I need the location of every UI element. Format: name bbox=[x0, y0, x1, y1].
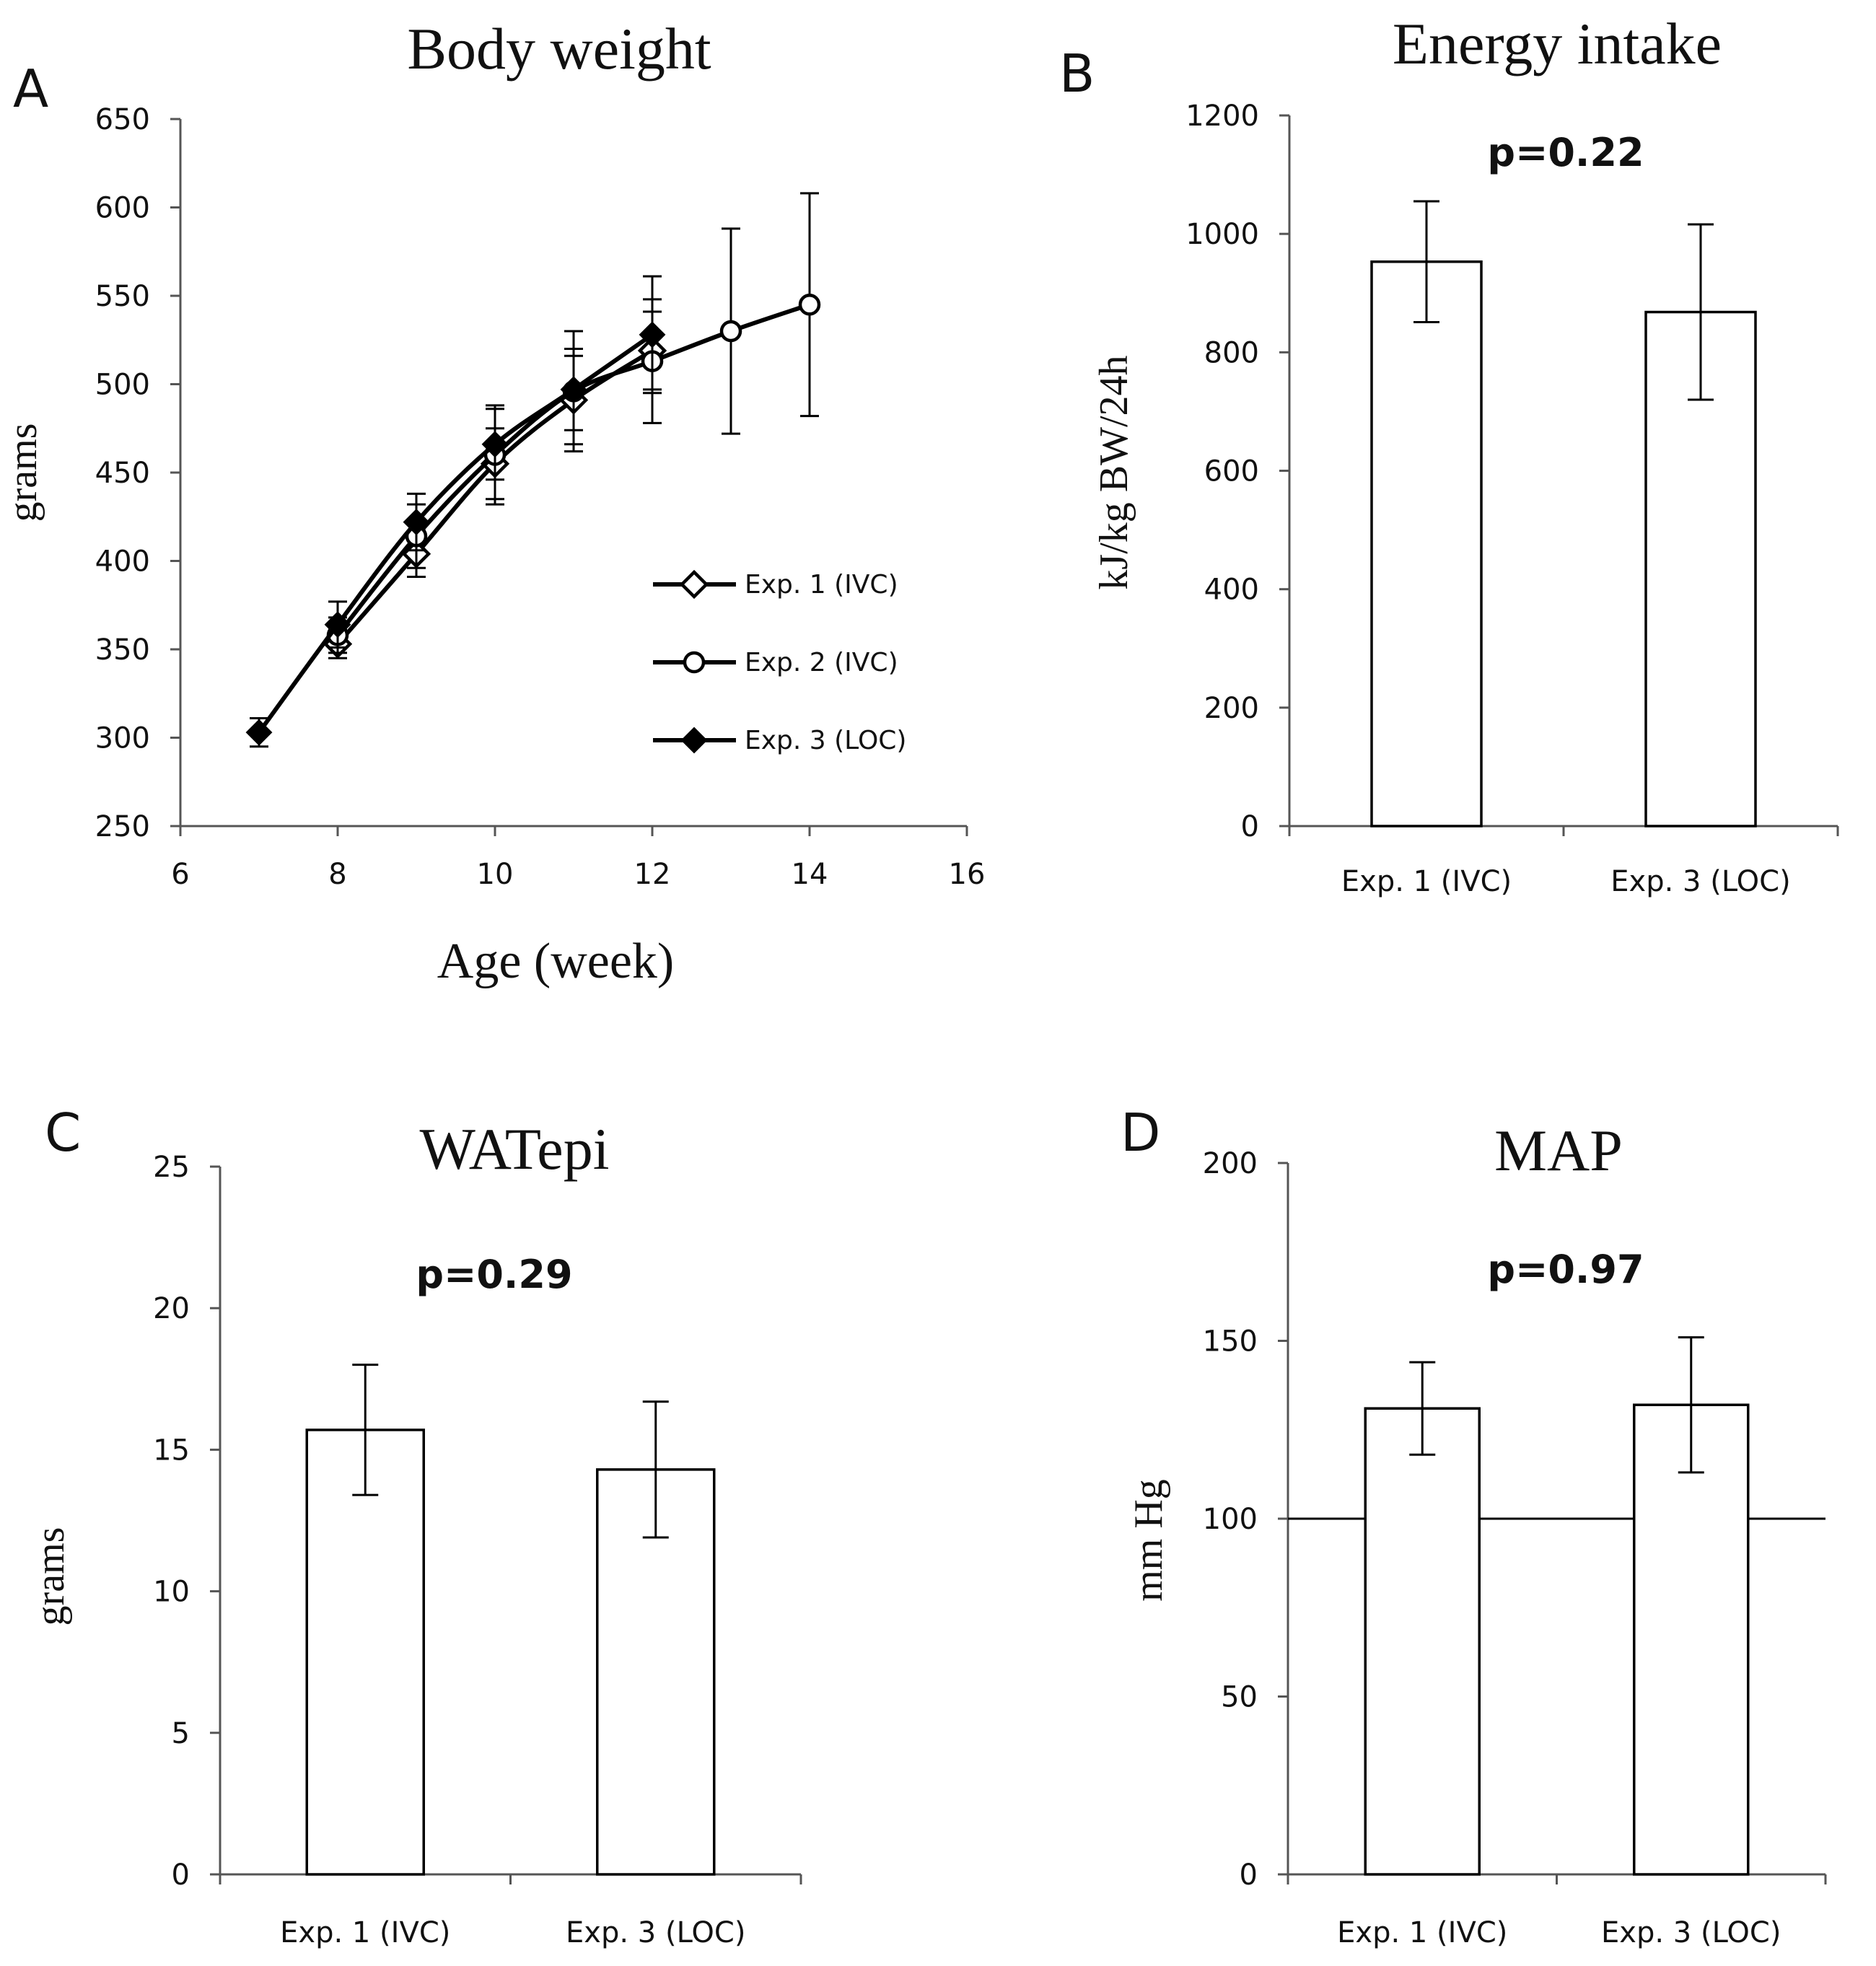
panel-d-title: MAP bbox=[1494, 1118, 1623, 1183]
y-tick-label: 0 bbox=[1240, 1859, 1258, 1892]
data-point bbox=[403, 509, 430, 536]
x-tick-label: 6 bbox=[171, 858, 189, 891]
panel-d-letter: D bbox=[1121, 1102, 1160, 1163]
y-tick-label: 15 bbox=[153, 1434, 190, 1467]
series-3 bbox=[245, 275, 666, 748]
panel-a-y-label: grams bbox=[1, 424, 45, 522]
x-tick-label: 16 bbox=[949, 858, 986, 891]
y-tick-label: 500 bbox=[95, 369, 150, 402]
y-tick-label: 400 bbox=[1204, 574, 1259, 607]
p-value-annotation: p=0.22 bbox=[1487, 130, 1644, 175]
y-tick-label: 650 bbox=[95, 103, 150, 136]
panel-a-letter: A bbox=[13, 58, 48, 119]
data-point bbox=[245, 719, 273, 746]
data-point bbox=[683, 651, 706, 674]
x-tick-label: 8 bbox=[328, 858, 346, 891]
y-tick-label: 1200 bbox=[1185, 100, 1259, 133]
p-value-annotation: p=0.29 bbox=[416, 1252, 572, 1297]
category-label: Exp. 1 (IVC) bbox=[280, 1916, 450, 1949]
p-value-annotation: p=0.97 bbox=[1487, 1247, 1644, 1292]
data-point bbox=[481, 431, 509, 458]
y-tick-label: 800 bbox=[1204, 336, 1259, 369]
y-tick-label: 550 bbox=[95, 280, 150, 313]
data-point bbox=[324, 611, 351, 638]
legend-label: Exp. 3 (LOC) bbox=[745, 726, 906, 755]
y-tick-label: 600 bbox=[95, 192, 150, 225]
y-tick-label: 200 bbox=[1204, 692, 1259, 725]
y-tick-label: 450 bbox=[95, 457, 150, 490]
data-point bbox=[719, 320, 742, 343]
y-tick-label: 200 bbox=[1203, 1147, 1258, 1180]
panel-c-y-label: grams bbox=[28, 1527, 73, 1626]
category-label: Exp. 3 (LOC) bbox=[566, 1916, 745, 1949]
bar bbox=[1364, 1407, 1481, 1876]
panel-b-letter: B bbox=[1059, 43, 1095, 104]
panel-a-legend: Exp. 1 (IVC) Exp. 2 (IVC) Exp. 3 (LOC) bbox=[653, 569, 906, 755]
legend-label: Exp. 1 (IVC) bbox=[745, 570, 898, 600]
y-tick-label: 50 bbox=[1221, 1681, 1258, 1714]
y-tick-label: 300 bbox=[95, 722, 150, 755]
category-label: Exp. 1 (IVC) bbox=[1341, 865, 1512, 898]
y-tick-label: 20 bbox=[153, 1292, 190, 1325]
x-tick-label: 12 bbox=[634, 858, 671, 891]
y-tick-label: 10 bbox=[153, 1576, 190, 1609]
y-tick-label: 600 bbox=[1204, 455, 1259, 488]
data-point bbox=[679, 569, 709, 600]
panel-a-x-label: Age (week) bbox=[437, 934, 674, 989]
bar bbox=[1370, 260, 1483, 828]
panel-a-title: Body weight bbox=[407, 16, 711, 82]
panel-c-letter: C bbox=[45, 1102, 81, 1163]
y-tick-label: 150 bbox=[1203, 1325, 1258, 1359]
panel-a-chart: A Body weight grams Age (week) 250 300 350 400 4… bbox=[1, 16, 985, 989]
bar bbox=[305, 1429, 425, 1876]
data-point bbox=[560, 376, 587, 403]
panel-b-y-label: kJ/kg BW/24h bbox=[1092, 355, 1136, 589]
series-line bbox=[257, 333, 654, 734]
category-label: Exp. 1 (IVC) bbox=[1337, 1916, 1507, 1949]
x-tick-label: 14 bbox=[792, 858, 828, 891]
data-point bbox=[680, 727, 708, 754]
data-point bbox=[798, 294, 821, 316]
panel-d-y-label: mm Hg bbox=[1126, 1479, 1171, 1602]
y-tick-label: 0 bbox=[1241, 810, 1259, 843]
panel-b-title: Energy intake bbox=[1393, 11, 1722, 76]
y-tick-label: 250 bbox=[95, 810, 150, 843]
panel-c-title: WATepi bbox=[420, 1116, 610, 1182]
legend-label: Exp. 2 (IVC) bbox=[745, 648, 898, 677]
panel-d-chart: D MAP mm Hg p=0.97 0 50 100 150 200 Exp. 1 (IVC) E… bbox=[1121, 1102, 1827, 1949]
y-tick-label: 25 bbox=[153, 1151, 190, 1184]
y-tick-label: 350 bbox=[95, 633, 150, 667]
panel-c-chart: C WATepi grams p=0.29 0 5 10 15 20 25 Exp. 1 (IVC)… bbox=[28, 1102, 802, 1949]
y-tick-label: 5 bbox=[172, 1717, 190, 1750]
category-label: Exp. 3 (LOC) bbox=[1610, 865, 1790, 898]
y-tick-label: 1000 bbox=[1185, 218, 1259, 251]
x-tick-label: 10 bbox=[477, 858, 514, 891]
data-point bbox=[639, 321, 666, 348]
panel-b-chart: B Energy intake kJ/kg BW/24h p=0.22 0 200 400 6… bbox=[1059, 11, 1839, 898]
bar bbox=[1633, 1403, 1750, 1876]
y-tick-label: 100 bbox=[1203, 1503, 1258, 1536]
y-tick-label: 0 bbox=[172, 1859, 190, 1892]
y-tick-label: 400 bbox=[95, 545, 150, 579]
category-label: Exp. 3 (LOC) bbox=[1601, 1916, 1781, 1949]
